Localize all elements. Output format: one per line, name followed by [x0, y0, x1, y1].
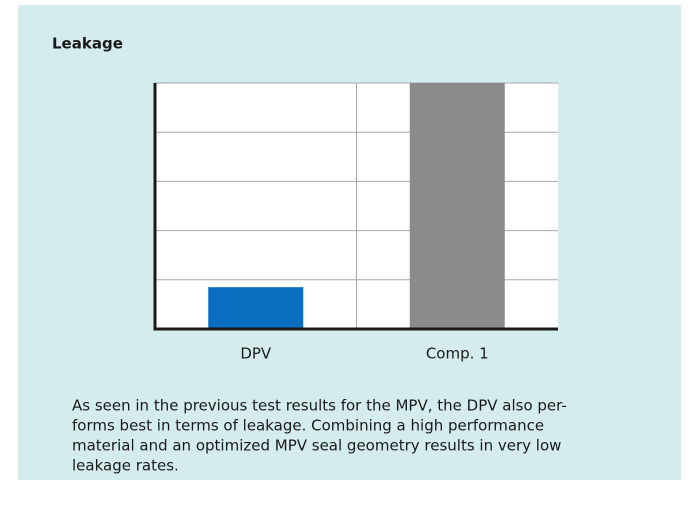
caption-line: As seen in the previous test results for… [72, 397, 567, 415]
x-tick-label: DPV [240, 345, 272, 363]
caption-line: forms best in terms of leakage. Combinin… [72, 417, 544, 435]
caption-line: leakage rates. [72, 457, 179, 475]
bar [208, 287, 304, 329]
bar [409, 83, 505, 329]
x-tick-label: Comp. 1 [426, 345, 489, 363]
caption-line: material and an optimized MPV seal geome… [72, 437, 561, 455]
chart-title: Leakage [52, 35, 123, 53]
